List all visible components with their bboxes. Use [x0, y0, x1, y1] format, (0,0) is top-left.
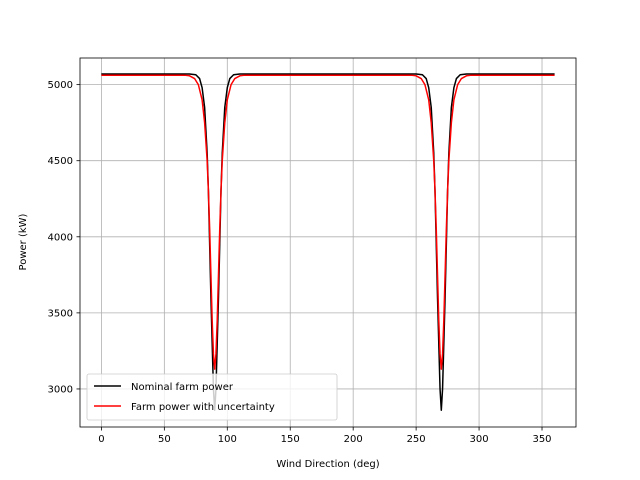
y-tick-label: 4500	[48, 156, 73, 167]
x-tick-label: 50	[158, 434, 171, 445]
legend: Nominal farm power Farm power with uncert…	[86, 373, 338, 421]
y-tick-label: 5000	[48, 80, 73, 91]
x-tick-label: 300	[470, 434, 489, 445]
axis-ticks: 0 50 100 150 200 250 300 350 3000 3500 4000 4500 500…	[48, 80, 552, 445]
x-tick-label: 200	[344, 434, 363, 445]
x-tick-label: 150	[281, 434, 300, 445]
x-tick-label: 100	[218, 434, 237, 445]
x-tick-label: 0	[98, 434, 104, 445]
x-tick-label: 250	[407, 434, 426, 445]
series-line-1	[101, 74, 555, 370]
y-axis-label: Power (kW)	[18, 213, 29, 270]
legend-entry: Farm power with uncertainty	[131, 402, 275, 413]
x-axis-label: Wind Direction (deg)	[276, 459, 379, 470]
y-tick-label: 4000	[48, 232, 73, 243]
legend-box	[86, 373, 338, 421]
y-tick-label: 3500	[48, 308, 73, 319]
legend-entry: Nominal farm power	[131, 382, 234, 393]
series-layer	[101, 73, 555, 412]
plot-frame	[79, 57, 577, 428]
y-tick-label: 3000	[48, 384, 73, 395]
x-tick-label: 350	[532, 434, 551, 445]
